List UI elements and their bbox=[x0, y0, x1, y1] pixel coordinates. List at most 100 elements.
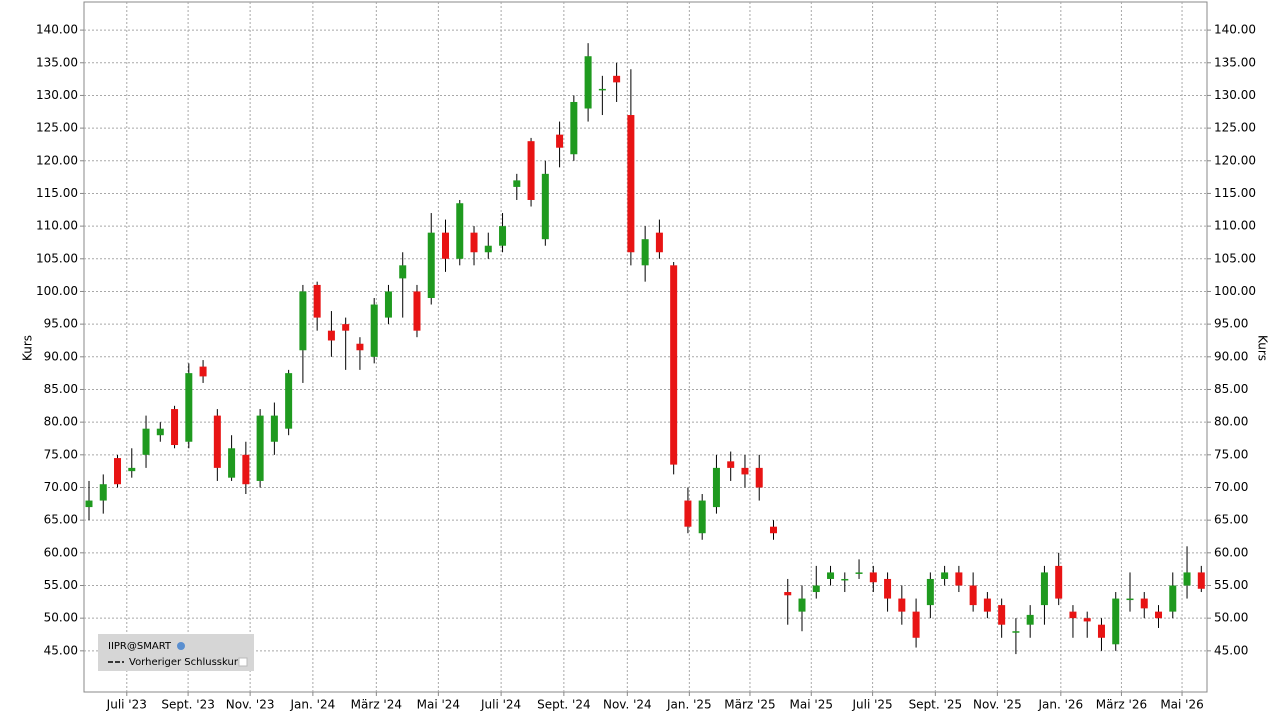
candle-body bbox=[912, 611, 920, 638]
y2-tick-label: 110.00 bbox=[1214, 219, 1256, 233]
candle-body bbox=[85, 500, 93, 508]
y-tick-label: 105.00 bbox=[36, 251, 78, 265]
legend-checkbox[interactable] bbox=[238, 657, 248, 667]
candle-body bbox=[698, 500, 706, 534]
legend-entry[interactable]: Vorheriger Schlusskurs bbox=[129, 657, 243, 668]
y2-tick-label: 55.00 bbox=[1214, 578, 1248, 592]
x-tick-label: Juli '23 bbox=[106, 698, 147, 712]
x-tick-label: Juli '24 bbox=[480, 698, 521, 712]
candle-body bbox=[926, 578, 934, 606]
candle-body bbox=[641, 239, 649, 266]
x-tick-label: Mai '26 bbox=[1160, 698, 1203, 712]
y2-tick-label: 70.00 bbox=[1214, 480, 1248, 494]
candle-body bbox=[869, 572, 877, 583]
y-tick-label: 60.00 bbox=[44, 545, 78, 559]
y2-tick-label: 60.00 bbox=[1214, 545, 1248, 559]
y-tick-label: 100.00 bbox=[36, 284, 78, 298]
candle-body bbox=[627, 115, 635, 253]
candle-body bbox=[456, 203, 464, 259]
x-tick-label: März '25 bbox=[724, 698, 775, 712]
candle-body bbox=[798, 598, 806, 612]
y-tick-label: 80.00 bbox=[44, 415, 78, 429]
y2-tick-label: 125.00 bbox=[1214, 121, 1256, 135]
candle-body bbox=[342, 324, 350, 331]
plot-frame bbox=[83, 1, 1208, 693]
y2-tick-label: 75.00 bbox=[1214, 447, 1248, 461]
candle-body bbox=[513, 180, 521, 187]
x-tick-label: Jan. '24 bbox=[290, 698, 336, 712]
candle-body bbox=[299, 291, 307, 351]
candle-body bbox=[256, 415, 264, 481]
candle-body bbox=[584, 56, 592, 109]
candle-body bbox=[270, 415, 278, 442]
candle-body bbox=[983, 598, 991, 612]
y2-tick-label: 100.00 bbox=[1214, 284, 1256, 298]
candle-body bbox=[285, 373, 293, 429]
candle-body bbox=[413, 291, 421, 331]
candle-body bbox=[784, 592, 792, 596]
candle-body bbox=[499, 226, 507, 246]
candle-body bbox=[213, 415, 221, 468]
y-tick-label: 135.00 bbox=[36, 55, 78, 69]
candle-body bbox=[384, 291, 392, 318]
y-tick-label: 140.00 bbox=[36, 23, 78, 37]
y-tick-label: 130.00 bbox=[36, 88, 78, 102]
candle-body bbox=[1183, 572, 1191, 586]
candle-body bbox=[670, 265, 678, 465]
candle-body bbox=[527, 141, 535, 200]
y-tick-label: 120.00 bbox=[36, 153, 78, 167]
y-tick-label: 95.00 bbox=[44, 317, 78, 331]
candle-body bbox=[1126, 598, 1134, 601]
y-tick-label: 45.00 bbox=[44, 643, 78, 657]
candle-body bbox=[1112, 598, 1120, 645]
candle-body bbox=[1026, 614, 1034, 625]
candle-body bbox=[1155, 611, 1163, 619]
x-tick-label: Sept. '23 bbox=[161, 698, 215, 712]
candle-body bbox=[441, 232, 449, 259]
candle-body bbox=[356, 343, 364, 351]
candle-body bbox=[1040, 572, 1048, 606]
y2-tick-label: 90.00 bbox=[1214, 349, 1248, 363]
candle-body bbox=[242, 454, 250, 485]
y-tick-label: 50.00 bbox=[44, 611, 78, 625]
x-tick-label: Jan. '25 bbox=[666, 698, 712, 712]
candle-body bbox=[613, 75, 621, 83]
candle-body bbox=[427, 232, 435, 298]
x-tick-label: Nov. '25 bbox=[973, 698, 1022, 712]
candle-body bbox=[128, 467, 136, 472]
legend-icon bbox=[177, 642, 185, 650]
candle-body bbox=[1083, 618, 1091, 622]
candle-body bbox=[884, 578, 892, 599]
x-tick-label: Juli '25 bbox=[851, 698, 892, 712]
candle-body bbox=[1140, 598, 1148, 609]
candle-body bbox=[171, 409, 179, 446]
y2-tick-label: 80.00 bbox=[1214, 415, 1248, 429]
x-tick-label: Mai '24 bbox=[417, 698, 460, 712]
candle-body bbox=[812, 585, 820, 593]
y2-tick-label: 65.00 bbox=[1214, 513, 1248, 527]
candle-body bbox=[727, 461, 735, 468]
legend-box bbox=[98, 634, 254, 671]
y2-tick-label: 95.00 bbox=[1214, 317, 1248, 331]
candle-body bbox=[655, 232, 663, 253]
candle-body bbox=[399, 265, 407, 279]
y2-tick-label: 140.00 bbox=[1214, 23, 1256, 37]
y2-tick-label: 120.00 bbox=[1214, 153, 1256, 167]
candle-body bbox=[1055, 565, 1063, 599]
x-tick-label: März '24 bbox=[351, 698, 402, 712]
candle-body bbox=[313, 284, 321, 318]
y-tick-label: 55.00 bbox=[44, 578, 78, 592]
candle-body bbox=[598, 88, 606, 91]
candle-body bbox=[327, 330, 335, 341]
candle-body bbox=[199, 366, 207, 377]
candle-body bbox=[370, 304, 378, 357]
candle-body bbox=[1169, 585, 1177, 612]
candle-body bbox=[99, 484, 107, 501]
x-tick-label: Sept. '25 bbox=[909, 698, 963, 712]
y2-tick-label: 85.00 bbox=[1214, 382, 1248, 396]
legend: IIPR@SMART Vorheriger Schlusskurs bbox=[98, 634, 254, 671]
legend-entry[interactable]: IIPR@SMART bbox=[108, 641, 172, 652]
y-tick-label: 90.00 bbox=[44, 349, 78, 363]
candle-body bbox=[841, 578, 849, 581]
